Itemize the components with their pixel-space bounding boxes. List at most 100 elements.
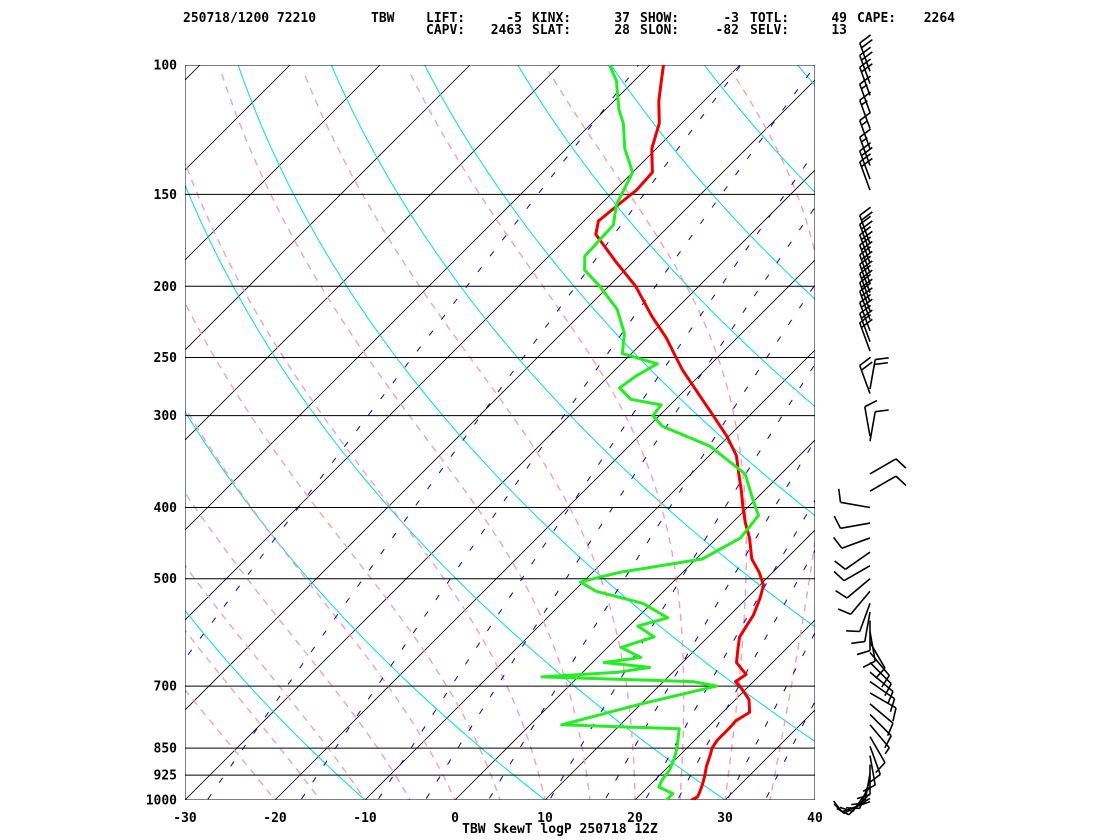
index-label-slat: SLAT: [532,23,571,38]
index-value-lift: -5 [506,11,522,26]
dry-adiabat-line [797,65,815,86]
wind-barb [851,611,871,645]
temperature-tick-label: 40 [807,811,823,826]
moist-adiabat-line [408,70,685,800]
isotherm-line [814,799,815,800]
temperature-tick-labels: -30 -20 -10 0 10 20 30 40 [173,811,823,826]
dry-adiabat-line [185,609,366,800]
chart-grid [0,65,815,800]
isotherm-line [185,79,815,711]
wind-barb [869,724,890,755]
index-value-slat: 28 [614,23,630,38]
isotherm-line [364,349,815,800]
mixing-ratio-line [644,499,815,800]
wind-barb [858,206,873,244]
wind-barb [869,661,892,697]
index-value-capv: 2463 [491,23,522,38]
temperature-tick-label: 20 [627,811,643,826]
index-label-slon: SLON: [640,23,679,38]
temperature-tick-label: -10 [353,811,377,826]
wind-barb [869,409,889,442]
pressure-tick-label: 150 [154,188,178,203]
moist-adiabat-line [185,301,501,800]
mixing-ratio-line [185,65,639,660]
wind-barb [833,565,871,582]
moist-adiabat-line [731,70,815,800]
plot-frame [185,65,815,800]
pressure-tick-label: 200 [154,280,178,295]
wind-barb-column [832,34,907,816]
moist-adiabat-line [185,688,277,800]
wind-barb [837,488,871,509]
index-value-selv: 13 [831,23,847,38]
mixing-ratio-line [676,549,815,800]
pressure-tick-label: 1000 [146,794,177,809]
isotherm-line [185,65,741,621]
moist-adiabat-line [814,796,815,800]
dry-adiabat-line [703,65,815,193]
dry-adiabat-line [424,65,815,517]
dry-adiabat-line [330,65,815,628]
wind-barb [834,551,871,570]
pressure-tick-label: 500 [154,572,178,587]
index-value-show: -3 [723,11,739,26]
index-label-lift: LIFT: [426,11,465,26]
isotherm-line [454,439,815,800]
temperature-tick-label: 0 [451,811,459,826]
temperature-profile [594,65,765,800]
index-value-cape: 2264 [924,11,955,26]
pressure-tick-label: 250 [154,351,178,366]
temperature-tick-label: 10 [537,811,553,826]
mixing-ratio-line [377,150,815,800]
moist-adiabat-line [302,71,636,800]
dry-adiabat-line [517,65,815,408]
moist-adiabat-line [548,70,747,800]
pressure-tick-labels: 1000 925 850 700 500 400 300 250 200 150 100 [146,59,177,809]
moist-adiabat-line [185,629,321,800]
index-label-totl: TOTL: [750,11,789,26]
moist-adiabat-line [220,71,591,800]
wind-barb [858,153,873,191]
wind-barb [869,736,886,774]
moist-adiabat-line [185,491,411,800]
index-label-selv: SELV: [750,23,789,38]
wind-barb [835,578,871,599]
isotherm-line [544,529,815,800]
isotherm-line [185,65,381,261]
pressure-tick-label: 100 [154,59,178,74]
wind-barb [856,764,871,800]
sounding-profiles [540,65,765,800]
wind-barb [862,631,876,669]
moist-adiabat-line [185,160,546,800]
wind-barb [837,590,871,615]
mixing-ratio-line [424,206,815,800]
wind-barb [858,34,873,72]
wind-barb [864,399,878,437]
isotherm-line [185,65,471,351]
pressure-tick-label: 300 [154,409,178,424]
index-label-show: SHOW: [640,11,679,26]
index-label-capv: CAPV: [426,23,465,38]
index-label-cape: CAPE: [857,11,896,26]
index-value-slon: -82 [716,23,739,38]
wind-barb [869,652,890,688]
pressure-tick-label: 925 [154,769,177,784]
wind-barb [858,58,873,96]
mixing-ratio-line [549,363,815,800]
dry-adiabat-line [185,410,546,800]
isotherm-line [274,259,815,800]
mixing-ratio-line [604,439,815,800]
chart-footer-title: TBW SkewT logP 250718 12Z [462,822,658,837]
temperature-tick-label: 30 [717,811,733,826]
moist-adiabat-line [185,406,456,800]
isotherm-line [185,65,651,531]
wind-barb [869,475,907,492]
wind-barb [832,536,871,549]
wind-barb [856,620,871,656]
dry-adiabat-line [237,65,815,743]
isotherm-line [0,65,110,800]
index-label-kinx: KINX: [532,11,571,26]
dry-adiabat-line [610,65,815,300]
wind-barb [862,755,876,792]
